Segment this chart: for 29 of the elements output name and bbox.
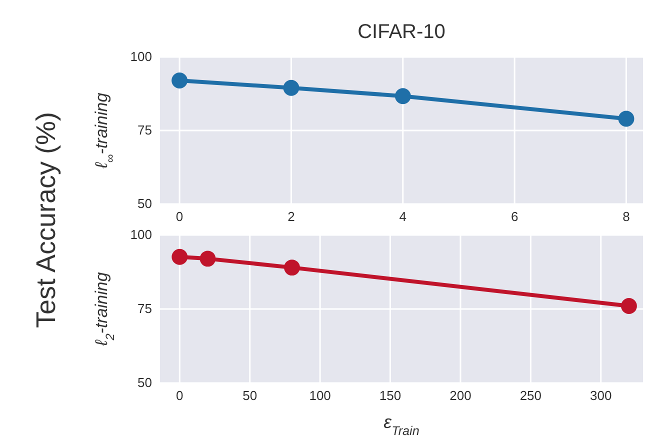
x-tick-label: 0 xyxy=(176,209,184,224)
chart-title: CIFAR-10 xyxy=(358,21,446,43)
y-tick-label: 50 xyxy=(138,375,152,390)
x-axis-title: ε$_{Train}$ xyxy=(384,412,420,437)
y-tick-label: 75 xyxy=(138,301,152,316)
x-tick-label: 250 xyxy=(520,388,542,404)
text: Test Accuracy (%) xyxy=(31,112,61,328)
x-tick-label: 4 xyxy=(399,209,407,224)
x-tick-label: 100 xyxy=(309,388,331,404)
point xyxy=(283,80,300,96)
point xyxy=(200,250,216,267)
x-tick-label: 6 xyxy=(510,209,518,224)
point xyxy=(284,260,300,276)
y-tick-label: 100 xyxy=(130,49,152,64)
point xyxy=(618,110,634,127)
y-tick-label: 100 xyxy=(130,227,152,242)
x-tick-label: 0 xyxy=(176,388,184,404)
x-tick-label: 200 xyxy=(450,388,472,404)
x-tick-label: 50 xyxy=(242,388,258,404)
x-tick-label: 8 xyxy=(622,209,630,224)
point xyxy=(394,88,411,104)
x-tick-label: 150 xyxy=(379,388,402,404)
y-tick-label: 75 xyxy=(138,122,152,138)
x-tick-label: 300 xyxy=(590,388,612,404)
point xyxy=(172,248,188,265)
x-tick-label: 2 xyxy=(288,209,295,224)
point xyxy=(172,72,188,88)
point xyxy=(620,298,637,314)
y-tick-label: 50 xyxy=(138,196,152,212)
